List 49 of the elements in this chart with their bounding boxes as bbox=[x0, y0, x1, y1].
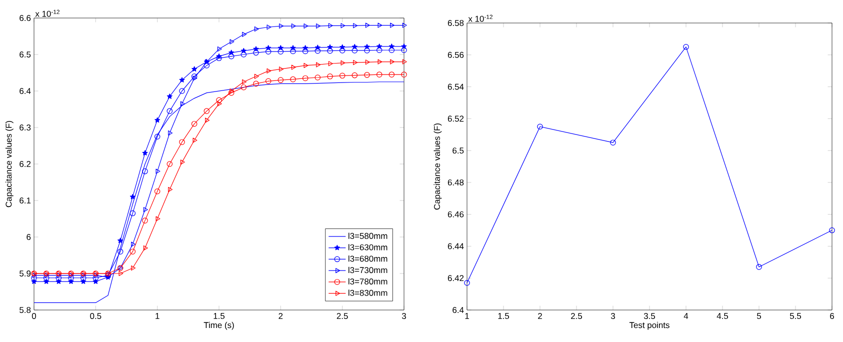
y-tick-label: 6.5 bbox=[452, 148, 464, 154]
x-tick-label: 1.5 bbox=[498, 313, 510, 319]
y-tick-label: 6.48 bbox=[448, 179, 464, 186]
y-tick-label: 6.2 bbox=[20, 161, 31, 167]
text: x 10$^{-12}$ bbox=[35, 10, 60, 17]
y-tick-label: 6.58 bbox=[448, 20, 464, 26]
legend-label: l3=780mm bbox=[348, 278, 388, 284]
x-tick-label: 2.5 bbox=[571, 313, 582, 320]
x-tick-label: 6 bbox=[830, 313, 834, 320]
x-axis-title: Time (s) bbox=[204, 322, 234, 330]
x-tick-label: 3 bbox=[610, 313, 615, 320]
y-tick-label: 5.8 bbox=[20, 307, 31, 313]
x-tick-label: 2 bbox=[538, 313, 542, 319]
x-tick-label: 3.5 bbox=[644, 313, 656, 320]
legend-label: l3=730mm bbox=[348, 266, 388, 274]
y-tick-label: 6.5 bbox=[20, 52, 31, 58]
y-tick-label: 6 bbox=[26, 234, 31, 240]
x-tick-label: 1.5 bbox=[214, 313, 225, 319]
x-tick-label: 5 bbox=[756, 313, 762, 319]
y-axis-title: Capacitance values (F) bbox=[5, 121, 14, 208]
x-tick-label: 2 bbox=[278, 313, 283, 319]
legend-label: l3=630mm bbox=[348, 244, 388, 250]
y-tick-label: 6.54 bbox=[448, 84, 464, 90]
x-tick-label: 3 bbox=[402, 313, 406, 320]
x-tick-label: 4.5 bbox=[716, 313, 728, 319]
x-tick-label: 1 bbox=[465, 313, 469, 319]
y-tick-label: 6.6 bbox=[20, 15, 31, 21]
x-tick-label: 0.5 bbox=[90, 313, 102, 320]
x-tick-label: 4 bbox=[684, 313, 688, 319]
y-tick-label: 6.44 bbox=[448, 243, 464, 250]
legend-label: l3=680mm bbox=[348, 255, 388, 262]
y-tick-label: 6.42 bbox=[448, 275, 464, 282]
x-tick-label: 1 bbox=[156, 313, 160, 319]
y-tick-label: 5.9 bbox=[20, 270, 31, 276]
legend-label: l3=580mm bbox=[348, 232, 388, 239]
x-tick-label: 0 bbox=[32, 313, 36, 320]
y-tick-label: 6.56 bbox=[448, 52, 464, 58]
y-axis-title: Capacitance values (F) bbox=[434, 124, 442, 210]
x-axis-title: Test points bbox=[629, 322, 670, 330]
y-tick-label: 6.52 bbox=[448, 116, 464, 122]
x-tick-label: 5.5 bbox=[790, 313, 802, 319]
y-tick-label: 6.46 bbox=[448, 211, 464, 218]
text: x 10$^{-12}$ bbox=[468, 14, 492, 22]
y-tick-label: 6.4 bbox=[452, 307, 464, 313]
y-tick-label: 6.1 bbox=[20, 198, 31, 204]
legend-label: l3=830mm bbox=[348, 290, 388, 296]
y-tick-label: 6.3 bbox=[20, 124, 31, 130]
x-tick-label: 2.5 bbox=[336, 313, 348, 320]
y-tick-label: 6.4 bbox=[20, 88, 31, 94]
